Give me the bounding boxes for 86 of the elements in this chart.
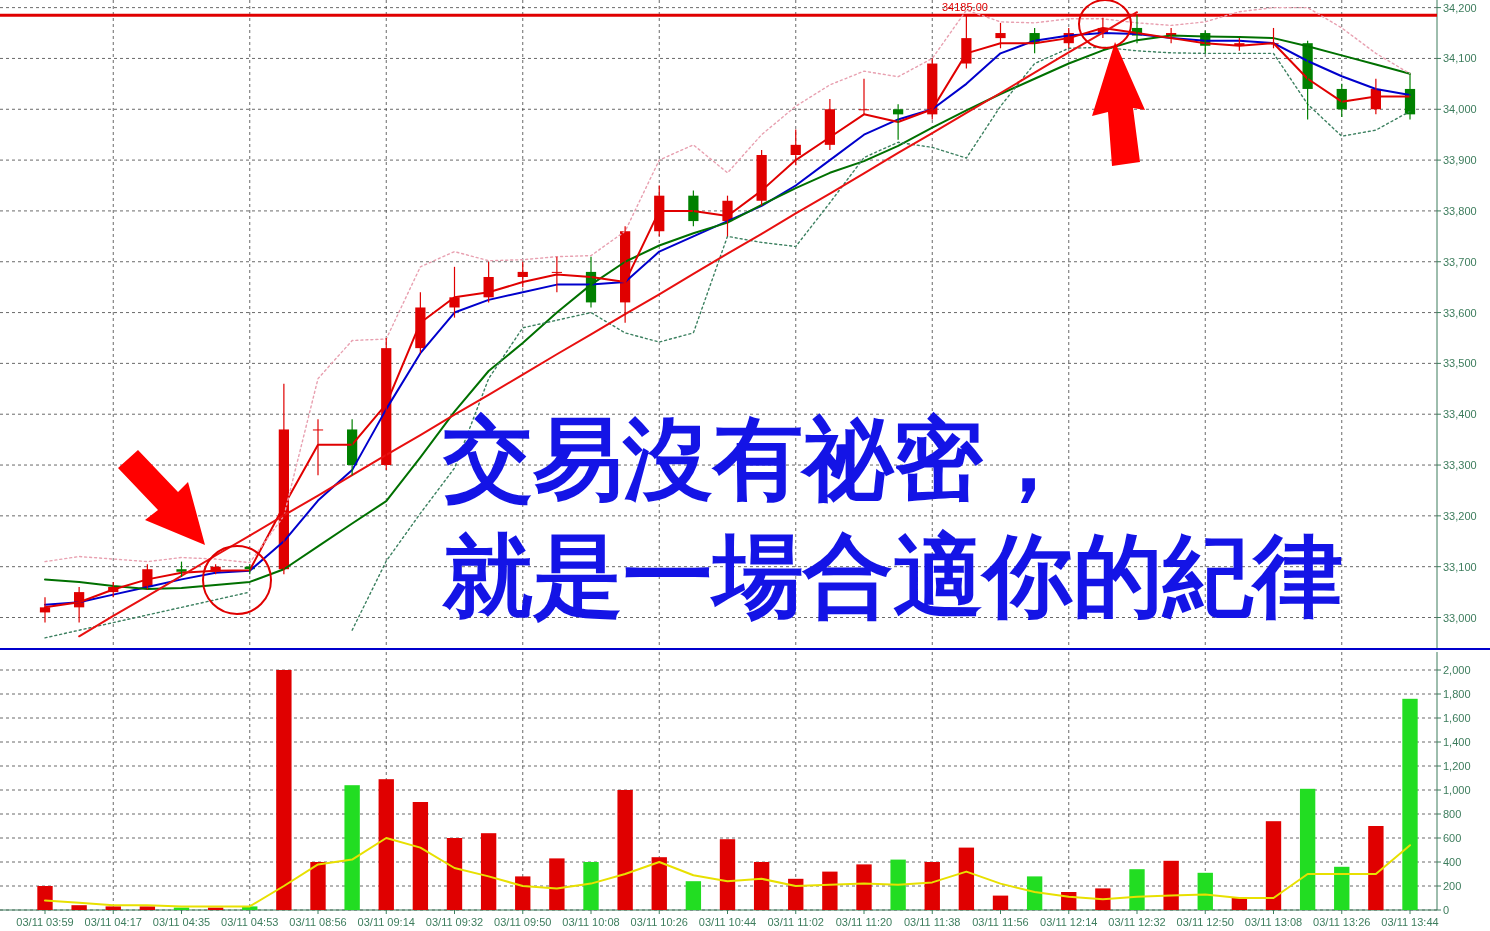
y-tick-label: 0 <box>1443 904 1450 916</box>
y-tick-label: 1,400 <box>1443 736 1471 748</box>
y-tick-label: 1,000 <box>1443 784 1471 796</box>
bar <box>139 906 156 910</box>
y-tick-label: 33,100 <box>1443 560 1477 573</box>
y-tick-label: 34,100 <box>1443 52 1477 65</box>
y-tick-label: 400 <box>1443 856 1462 868</box>
bar <box>1129 869 1145 910</box>
y-tick-label: 33,500 <box>1443 357 1477 370</box>
x-tick-label: 03/11 12:50 <box>1176 916 1234 928</box>
bar <box>1402 698 1418 910</box>
x-tick-label: 03/11 04:53 <box>221 916 279 928</box>
y-tick-label: 200 <box>1443 880 1462 892</box>
x-tick-label: 03/11 10:26 <box>630 916 688 928</box>
bar <box>1095 888 1111 910</box>
bar <box>1265 821 1282 910</box>
bar <box>71 905 87 910</box>
x-tick-label: 03/11 09:32 <box>425 916 484 928</box>
bar <box>958 847 975 910</box>
bar <box>788 878 804 910</box>
x-tick-label: 03/11 11:38 <box>904 916 961 928</box>
bar <box>753 862 770 910</box>
bar <box>344 785 360 910</box>
y-tick-label: 33,400 <box>1443 408 1477 421</box>
bar <box>105 906 121 910</box>
y-tick-label: 800 <box>1443 808 1462 820</box>
bar <box>276 670 292 910</box>
y-tick-label: 1,800 <box>1443 688 1471 700</box>
bar <box>378 779 394 910</box>
x-tick-label: 03/11 04:35 <box>152 916 211 928</box>
bar <box>515 876 531 910</box>
ref-line-label: 34185.00 <box>942 1 988 14</box>
bar <box>1334 866 1350 910</box>
y-tick-label: 33,700 <box>1443 255 1477 268</box>
bar <box>1163 860 1179 910</box>
x-tick-label: 03/11 11:20 <box>835 916 893 928</box>
bar <box>822 871 838 910</box>
y-tick-label: 33,800 <box>1443 204 1477 217</box>
x-tick-label: 03/11 09:14 <box>357 916 415 928</box>
line-series <box>44 837 1411 908</box>
x-tick-label: 03/11 03:59 <box>16 916 74 928</box>
bar <box>412 802 429 910</box>
x-tick-label: 03/11 08:56 <box>289 916 347 928</box>
bar <box>719 839 736 910</box>
x-tick-label: 03/11 09:50 <box>494 916 552 928</box>
y-tick-label: 33,200 <box>1443 509 1477 522</box>
bar <box>37 886 53 910</box>
bar <box>310 862 326 910</box>
annotation: 就是一場合適你的紀律 <box>442 523 1343 628</box>
bar <box>651 857 667 910</box>
y-tick-label: 2,000 <box>1443 664 1471 676</box>
bar <box>992 895 1009 910</box>
y-tick-label: 33,000 <box>1443 611 1477 624</box>
bar <box>890 859 906 910</box>
bar <box>1299 788 1316 910</box>
y-tick-label: 33,300 <box>1443 459 1477 472</box>
bar <box>685 881 702 910</box>
y-tick-label: 1,200 <box>1443 760 1471 772</box>
x-tick-label: 03/11 12:32 <box>1108 916 1166 928</box>
bar <box>1197 872 1213 910</box>
bar <box>856 864 872 910</box>
x-tick-label: 03/11 13:44 <box>1381 916 1439 928</box>
x-tick-label: 03/11 13:08 <box>1244 916 1303 928</box>
x-tick-label: 03/11 10:08 <box>562 916 620 928</box>
x-tick-label: 03/11 10:44 <box>698 916 757 928</box>
bar <box>480 833 497 910</box>
x-tick-label: 03/11 04:17 <box>84 916 142 928</box>
bar <box>1231 898 1248 910</box>
bar <box>549 858 565 910</box>
x-tick-label: 03/11 12:14 <box>1040 916 1098 928</box>
bar <box>583 862 599 910</box>
bar <box>1026 876 1043 910</box>
x-tick-label: 03/11 11:02 <box>767 916 824 928</box>
bar <box>1368 826 1384 910</box>
y-tick-label: 600 <box>1443 832 1462 844</box>
y-tick-label: 1,600 <box>1443 712 1471 724</box>
annotation: 交易沒有祕密， <box>442 406 1073 511</box>
y-tick-label: 34,200 <box>1443 1 1477 14</box>
bar <box>924 862 940 910</box>
x-tick-label: 03/11 13:26 <box>1313 916 1371 928</box>
bar <box>446 838 463 910</box>
bar <box>617 790 633 910</box>
y-tick-label: 34,000 <box>1443 103 1477 116</box>
y-tick-label: 33,900 <box>1443 154 1477 167</box>
x-tick-label: 03/11 11:56 <box>972 916 1029 928</box>
y-tick-label: 33,600 <box>1443 306 1477 319</box>
